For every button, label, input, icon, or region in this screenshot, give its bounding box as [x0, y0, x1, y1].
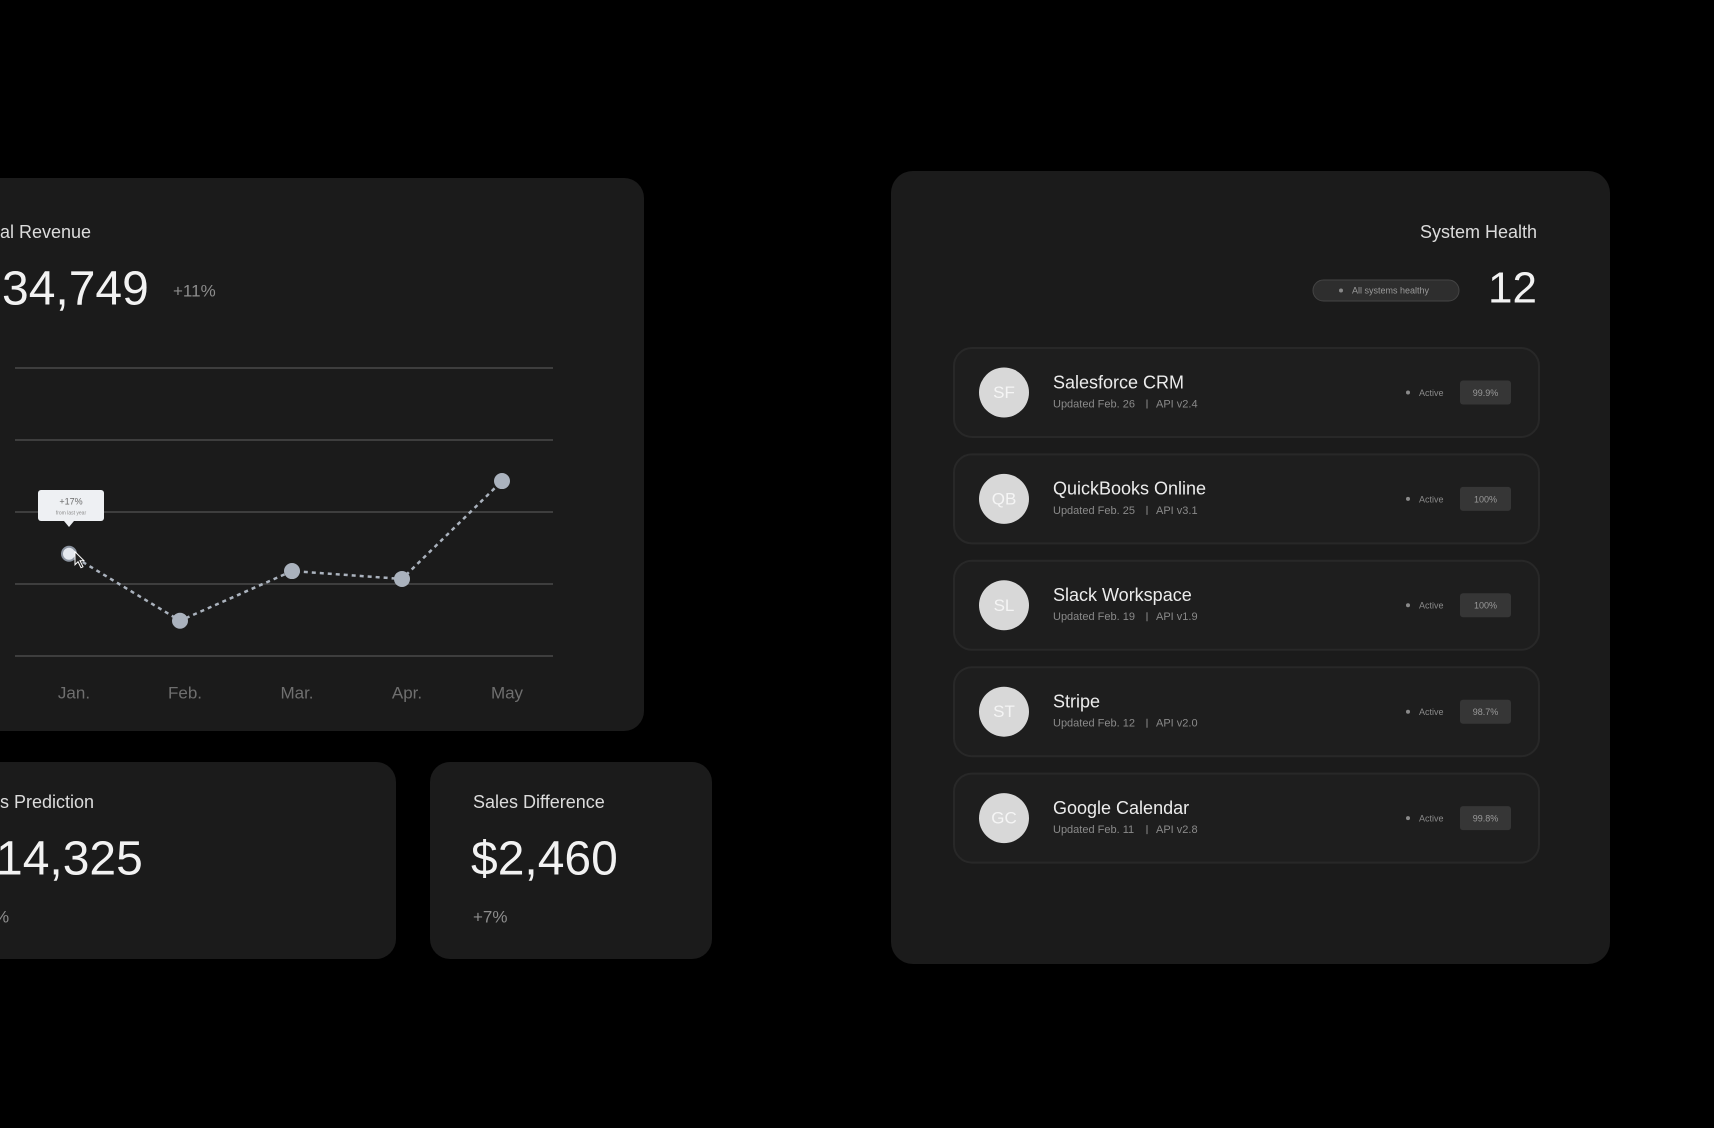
- tooltip-value: +17%: [59, 496, 82, 506]
- integration-name: Google Calendar: [1053, 798, 1189, 818]
- status-dot: [1406, 390, 1410, 395]
- x-tick-label: May: [491, 683, 524, 702]
- x-tick-label: Feb.: [168, 683, 202, 702]
- data-point: [172, 612, 188, 629]
- integration-status: Active: [1419, 813, 1444, 823]
- integration-api: API v2.8: [1156, 824, 1198, 836]
- tooltip-note: from last year: [56, 510, 87, 516]
- integration-uptime: 99.8%: [1473, 813, 1499, 823]
- integration-api: API v1.9: [1156, 611, 1198, 623]
- status-dot: [1406, 603, 1410, 608]
- integration-uptime: 100%: [1474, 601, 1497, 611]
- integration-updated: Updated Feb. 11: [1053, 824, 1134, 836]
- card-value: $2,460: [471, 833, 618, 886]
- avatar-initials: SF: [993, 383, 1015, 402]
- cursor: [74, 550, 86, 569]
- integration-uptime: 99.9%: [1473, 388, 1499, 398]
- integration-api: API v2.0: [1156, 718, 1198, 730]
- card-value: 34,749: [2, 263, 149, 316]
- data-line: [68, 480, 503, 623]
- badge-dot: [1339, 288, 1343, 293]
- integration-name: Slack Workspace: [1053, 585, 1192, 605]
- card-title: System Health: [1420, 222, 1537, 242]
- status-dot: [1406, 496, 1410, 501]
- status-badge: [1312, 279, 1460, 302]
- integration-status: Active: [1419, 707, 1444, 717]
- integration-uptime: 98.7%: [1473, 707, 1499, 717]
- card-change: +11%: [173, 281, 216, 300]
- card-title: s Prediction: [0, 792, 94, 812]
- avatar-initials: ST: [993, 702, 1015, 721]
- avatar: [979, 473, 1029, 524]
- uptime-box: [1460, 486, 1511, 511]
- integration-name: QuickBooks Online: [1053, 479, 1206, 499]
- avatar: [979, 580, 1029, 631]
- uptime-box: [1460, 699, 1511, 724]
- badge-text: All systems healthy: [1352, 285, 1430, 295]
- integration-updated: Updated Feb. 12: [1053, 718, 1135, 730]
- status-dot: [1406, 816, 1410, 821]
- revenue-card: [0, 178, 644, 731]
- tooltip-pointer: [64, 521, 74, 527]
- avatar-initials: QB: [992, 489, 1017, 508]
- difference-card: [430, 762, 712, 959]
- data-point: [61, 545, 77, 562]
- data-point: [494, 473, 510, 490]
- x-tick-label: Mar.: [280, 683, 313, 702]
- status-dot: [1406, 709, 1410, 714]
- integration-api: API v2.4: [1156, 398, 1198, 410]
- uptime-box: [1460, 593, 1511, 618]
- integration-row: [953, 347, 1540, 438]
- uptime-box: [1460, 380, 1511, 405]
- tooltip: [38, 490, 104, 521]
- integration-row: [953, 559, 1540, 651]
- integration-row: [953, 772, 1540, 864]
- integration-uptime: 100%: [1474, 494, 1497, 504]
- x-tick-label: Jan.: [58, 683, 90, 702]
- card-change: %: [0, 907, 9, 926]
- integration-updated: Updated Feb. 19: [1053, 611, 1135, 623]
- card-value: 14,325: [0, 833, 143, 886]
- integration-name: Salesforce CRM: [1053, 372, 1184, 392]
- x-tick-label: Apr.: [392, 683, 422, 702]
- card-title: al Revenue: [0, 222, 91, 242]
- integration-updated: Updated Feb. 25: [1053, 505, 1135, 517]
- card-title: Sales Difference: [473, 792, 605, 812]
- integration-status: Active: [1419, 601, 1444, 611]
- integration-api: API v3.1: [1156, 505, 1198, 517]
- avatar: [979, 367, 1029, 418]
- integration-row: [953, 453, 1540, 545]
- integration-status: Active: [1419, 494, 1444, 504]
- health-count: 12: [1488, 264, 1537, 313]
- avatar-initials: GC: [991, 809, 1017, 828]
- integration-name: Stripe: [1053, 691, 1100, 711]
- integration-row: [953, 666, 1540, 758]
- avatar: [979, 793, 1029, 844]
- data-point: [284, 563, 300, 580]
- card-change: +7%: [473, 907, 508, 926]
- integration-updated: Updated Feb. 26: [1053, 398, 1135, 410]
- uptime-box: [1460, 806, 1511, 831]
- avatar: [979, 686, 1029, 737]
- data-point: [394, 570, 410, 587]
- avatar-initials: SL: [994, 596, 1015, 615]
- prediction-card: [0, 762, 396, 959]
- integration-status: Active: [1419, 388, 1444, 398]
